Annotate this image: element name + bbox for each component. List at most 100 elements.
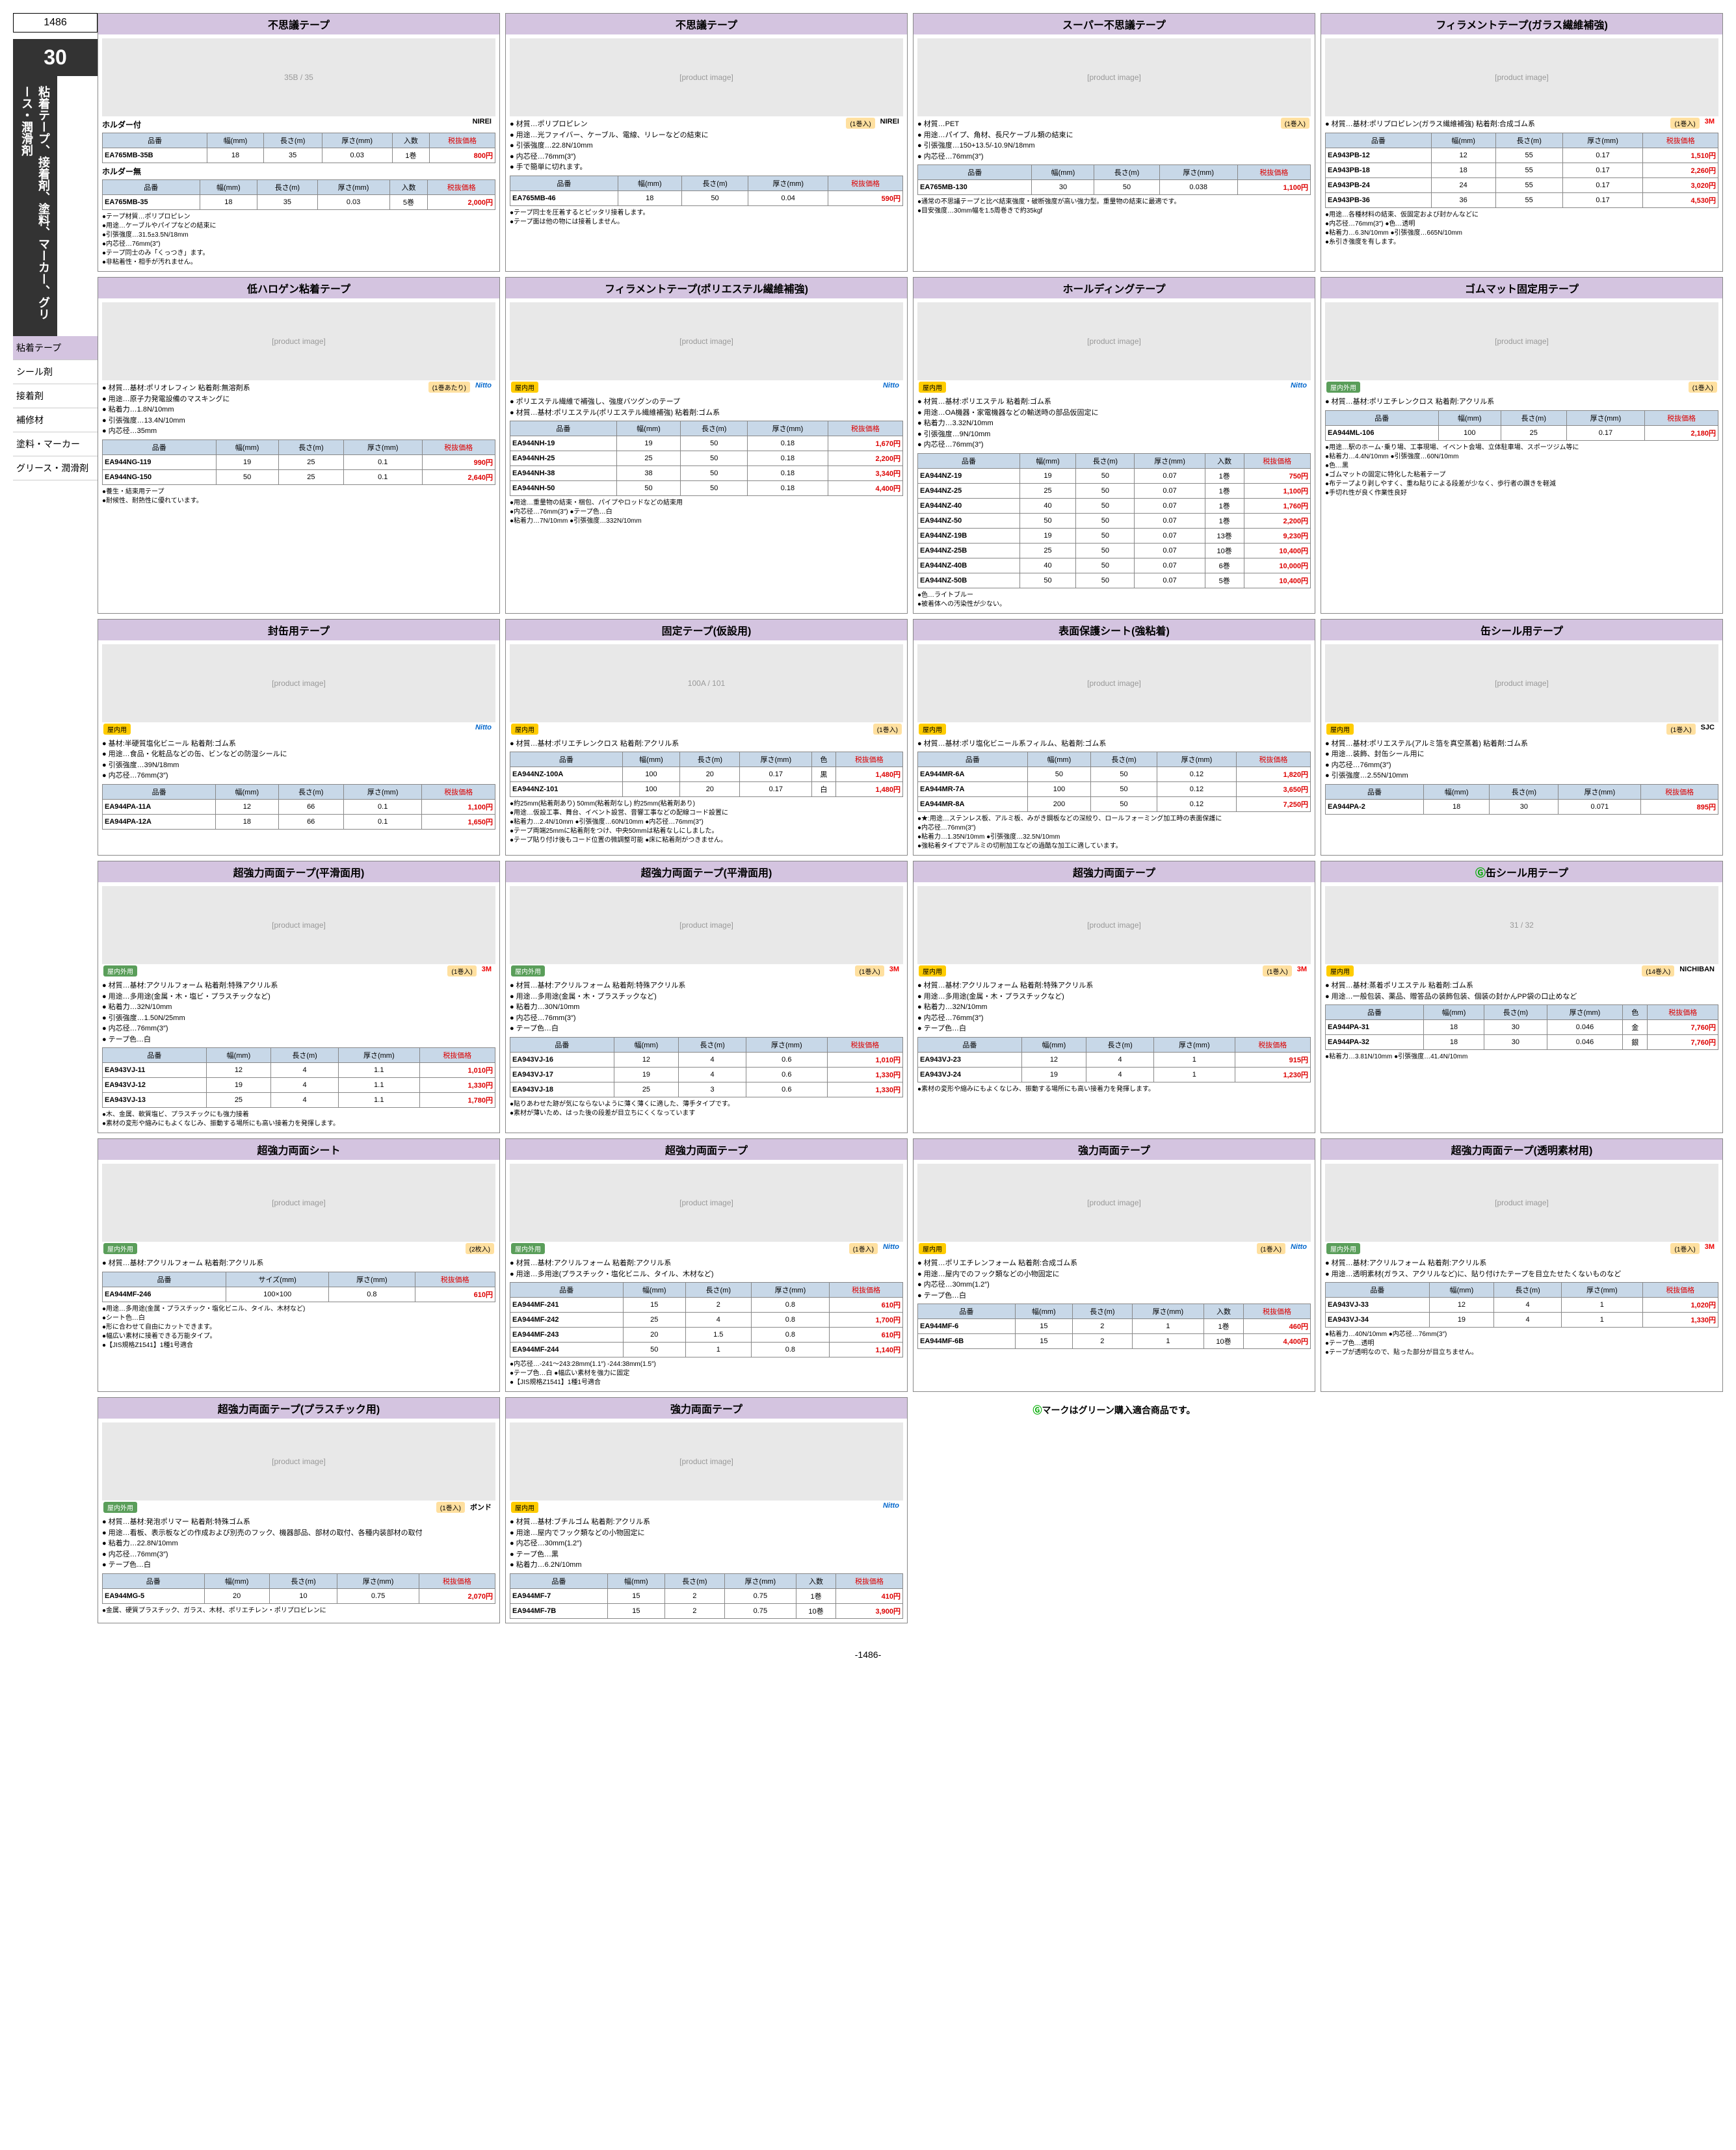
spec-bullets: 材質…基材:ポリエステル(アルミ箔を真空蒸着) 粘着剤:ゴム系用途…装飾、封缶シ… — [1325, 739, 1718, 781]
product-card: 超強力両面テープ[product image]屋内用3M(1巻入)材質…基材:ア… — [913, 861, 1315, 1133]
table-row: EA765MB-4618500.04590円 — [510, 190, 903, 205]
product-notes: ●金属、硬質プラスチック、ガラス、木材、ポリエチレン・ポリプロピレンに — [102, 1606, 495, 1616]
spec-table: 品番幅(mm)長さ(m)厚さ(mm)税抜価格EA944PA-218300.071… — [1325, 784, 1718, 815]
spec-table: 品番幅(mm)長さ(m)厚さ(mm)入数税抜価格EA765MB-35B18350… — [102, 133, 495, 163]
table-row: EA944NZ-4040500.071巻1,760円 — [918, 498, 1311, 513]
table-row: EA943PB-3636550.174,530円 — [1326, 192, 1718, 207]
product-image: [product image] — [917, 644, 1311, 722]
table-row: EA944NZ-100A100200.17黒1,480円 — [510, 767, 903, 782]
usage-tag: 屋内外用 — [103, 965, 137, 977]
sidebar: 1486 30 粘着テープ、接着剤、塗料、マーカー、グリース・潤滑剤 粘着テープ… — [13, 13, 98, 1623]
pack-label: (1巻入) — [1689, 382, 1717, 393]
table-row: EA944MF-246100×1000.8610円 — [103, 1287, 495, 1302]
table-row: EA943VJ-161240.61,010円 — [510, 1052, 903, 1067]
table-row: EA944MF-2445010.81,140円 — [510, 1343, 903, 1357]
spec-bullets: 材質…基材:ポリエチレンクロス 粘着剤:アクリル系 — [510, 739, 903, 750]
table-row: EA943PB-2424550.173,020円 — [1326, 177, 1718, 192]
product-notes: ●用途…各種材料の結束、仮固定および封かんなどに●内芯径…76mm(3″) ●色… — [1325, 211, 1718, 247]
spec-bullets: 材質…ポリエチレンフォーム 粘着剤:合成ゴム系用途…屋内でのフック類などの小物固… — [917, 1258, 1311, 1301]
product-image: [product image] — [917, 302, 1311, 380]
product-notes: ●内芯径…-241～243:28mm(1.1″) -244:38mm(1.5″)… — [510, 1360, 903, 1387]
table-row: EA944NH-2525500.182,200円 — [510, 451, 903, 466]
pack-label: (1巻入) — [1670, 1243, 1699, 1254]
product-notes: ●★:用途…ステンレス板、アルミ板、みがき鋼板などの深絞り、ロールフォーミング加… — [917, 815, 1311, 851]
usage-tag: 屋内用 — [919, 1243, 946, 1254]
usage-tag: 屋内用 — [1326, 724, 1354, 735]
nav-item[interactable]: 粘着テープ — [13, 336, 98, 360]
spec-bullets: 材質…基材:発泡ポリマー 粘着剤:特殊ゴム系用途…看板、表示板などの作成および別… — [102, 1517, 495, 1571]
spec-bullets: 材質…基材:アクリルフォーム 粘着剤:アクリル系用途…多用途(プラスチック・塩化… — [510, 1258, 903, 1279]
table-row: EA944PA-11A12660.11,100円 — [103, 799, 495, 814]
brand-logo: Nitto — [471, 380, 495, 391]
product-title: Ⓖ缶シール用テープ — [1321, 861, 1722, 882]
table-row: EA943VJ-121941.11,330円 — [103, 1078, 495, 1093]
table-row: EA944NZ-40B40500.076巻10,000円 — [918, 558, 1311, 573]
nav-item[interactable]: 補修材 — [13, 408, 98, 432]
product-card: 超強力両面テープ(平滑面用)[product image]屋内外用3M(1巻入)… — [98, 861, 500, 1133]
product-notes: ●素材の変形や縮みにもよくなじみ、振動する場所にも高い接着力を発揮します。 — [917, 1085, 1311, 1094]
table-row: EA944NZ-101100200.17白1,480円 — [510, 782, 903, 797]
usage-tag: 屋内外用 — [103, 1243, 137, 1254]
brand-logo: 3M — [1293, 964, 1311, 975]
pack-label: (1巻入) — [1257, 1243, 1285, 1254]
spec-table: 品番幅(mm)長さ(m)厚さ(mm)税抜価格EA944NH-1919500.18… — [510, 421, 903, 496]
pack-label: (1巻入) — [1281, 118, 1309, 129]
spec-bullets: 材質…基材:ポリエステル 粘着剤:ゴム系用途…OA機器・家電機器などの輸送時の部… — [917, 397, 1311, 451]
product-title: 超強力両面テープ(透明素材用) — [1321, 1139, 1722, 1160]
usage-tag: 屋内用 — [511, 1502, 538, 1513]
product-title: ゴムマット固定用テープ — [1321, 278, 1722, 298]
spec-table: 品番幅(mm)長さ(m)厚さ(mm)入数税抜価格EA765MB-3518350.… — [102, 179, 495, 210]
product-notes: ●用途…多用途(金属・プラスチック・塩化ビニル、タイル、木材など)●シート色…白… — [102, 1305, 495, 1350]
table-row: EA765MB-3518350.035巻2,000円 — [103, 195, 495, 210]
brand-logo: Nitto — [1287, 1242, 1311, 1252]
product-notes: ●貼りあわせた跡が気にならないように薄く薄くに適した、薄手タイプです。●素材が薄… — [510, 1100, 903, 1118]
usage-tag: 屋内外用 — [103, 1502, 137, 1513]
table-row: EA944NH-1919500.181,670円 — [510, 436, 903, 451]
usage-tag: 屋内外用 — [1326, 382, 1360, 393]
product-title: 缶シール用テープ — [1321, 620, 1722, 640]
table-row: EA943PB-1818550.172,260円 — [1326, 163, 1718, 177]
product-card: Ⓖ缶シール用テープ31 / 32屋内用NICHIBAN(14巻入)材質…基材:蒸… — [1321, 861, 1723, 1133]
product-image: [product image] — [917, 1164, 1311, 1242]
product-notes: ●約25mm(粘着剤あり) 50mm(粘着剤なし) 約25mm(粘着剤あり)●用… — [510, 800, 903, 845]
brand-logo: Nitto — [471, 722, 495, 733]
pack-label: (1巻入) — [1670, 118, 1699, 129]
brand-logo: SJC — [1697, 722, 1718, 733]
product-card: 表面保護シート(強粘着)[product image]屋内用材質…基材:ポリ塩化… — [913, 619, 1315, 856]
product-card: ゴムマット固定用テープ[product image]屋内外用(1巻入)材質…基材… — [1321, 277, 1723, 614]
table-row: EA944MR-8A200500.127,250円 — [918, 797, 1311, 812]
nav-item[interactable]: 塗料・マーカー — [13, 432, 98, 456]
brand-logo: 3M — [886, 964, 903, 975]
product-title: 低ハロゲン粘着テープ — [98, 278, 499, 298]
table-row: EA944NG-11919250.1990円 — [103, 454, 495, 469]
usage-tag: 屋内用 — [919, 382, 946, 393]
product-image: 100A / 101 — [510, 644, 903, 722]
spec-table: 品番幅(mm)長さ(m)厚さ(mm)税抜価格EA943VJ-3312411,02… — [1325, 1282, 1718, 1328]
product-title: スーパー不思議テープ — [914, 14, 1315, 34]
product-image: [product image] — [102, 644, 495, 722]
product-title: 固定テープ(仮設用) — [506, 620, 907, 640]
product-card: 不思議テープ35B / 35NIREIホルダー付品番幅(mm)長さ(m)厚さ(m… — [98, 13, 500, 272]
nav-item[interactable]: 接着剤 — [13, 384, 98, 408]
product-card: 缶シール用テープ[product image]屋内用SJC(1巻入)材質…基材:… — [1321, 619, 1723, 856]
product-notes: ●用途…駅のホーム･乗り場、工事現場、イベント会場、立体駐車場、スポーツジム等に… — [1325, 443, 1718, 498]
brand-logo: Nitto — [879, 1242, 903, 1252]
product-image: [product image] — [917, 38, 1311, 116]
spec-bullets: 材質…基材:アクリルフォーム 粘着剤:特殊アクリル系用途…多用途(金属・木・塩ビ… — [102, 980, 495, 1045]
nav-item[interactable]: グリース・潤滑剤 — [13, 456, 98, 480]
spec-bullets: 材質…基材:ポリエチレンクロス 粘着剤:アクリル系 — [1325, 397, 1718, 408]
usage-tag: 屋内用 — [511, 382, 538, 393]
spec-table: 品番幅(mm)長さ(m)厚さ(mm)色税抜価格EA944PA-3118300.0… — [1325, 1004, 1718, 1050]
section-title: 粘着テープ、接着剤、塗料、マーカー、グリース・潤滑剤 — [13, 76, 57, 336]
product-notes: ●テープ材質…ポリプロピレン●用途…ケーブルやパイプなどの結束に●引張強度…31… — [102, 213, 495, 267]
table-row: EA943VJ-3419411,330円 — [1326, 1313, 1718, 1328]
pack-label: (14巻入) — [1642, 965, 1674, 977]
nav-item[interactable]: シール剤 — [13, 360, 98, 384]
product-image: [product image] — [510, 1164, 903, 1242]
pack-label: (1巻あたり) — [428, 382, 470, 393]
product-card: 固定テープ(仮設用)100A / 101屋内用(1巻入)材質…基材:ポリエチレン… — [505, 619, 908, 856]
spec-bullets: ポリエステル繊維で補強し、強度バツグンのテープ材質…基材:ポリエステル(ポリエス… — [510, 397, 903, 418]
table-row: EA943PB-1212550.171,510円 — [1326, 148, 1718, 163]
brand-logo: ボンド — [466, 1501, 495, 1514]
table-row: EA944NH-3838500.183,340円 — [510, 466, 903, 481]
